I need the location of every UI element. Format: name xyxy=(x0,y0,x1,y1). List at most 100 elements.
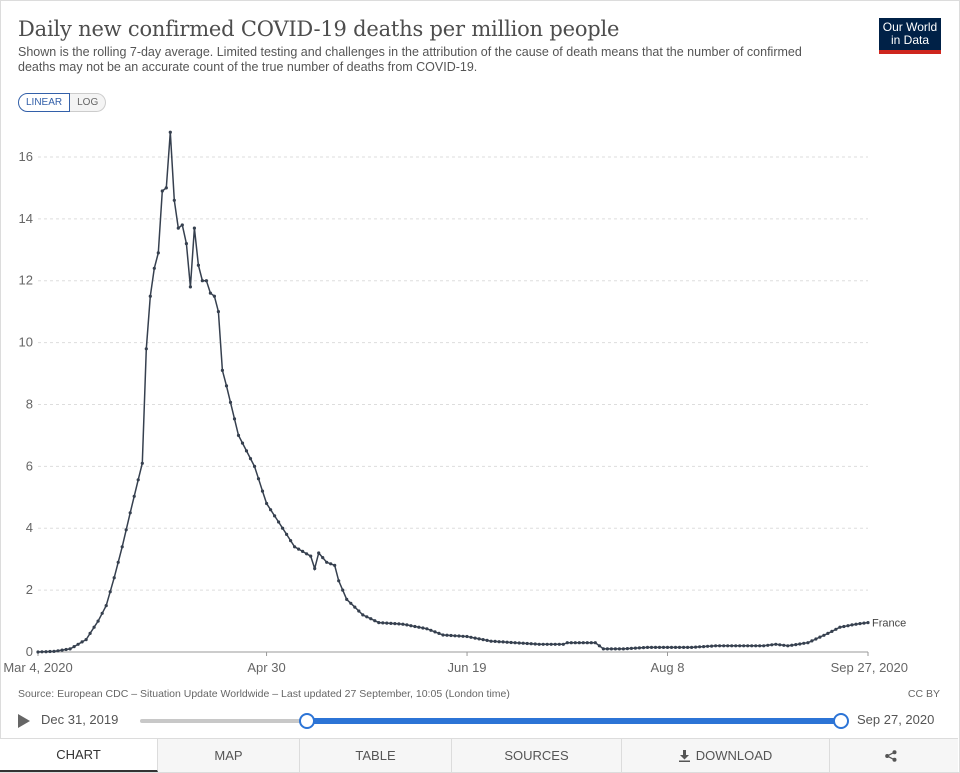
data-point xyxy=(273,514,277,518)
data-point xyxy=(301,549,305,554)
timeline-selected-range[interactable] xyxy=(306,718,841,724)
share-icon xyxy=(885,749,897,762)
data-point xyxy=(541,642,545,646)
data-point xyxy=(252,464,257,468)
download-icon xyxy=(678,749,690,762)
data-point xyxy=(449,633,453,638)
linear-scale-button[interactable]: LINEAR xyxy=(18,93,71,112)
data-point xyxy=(686,645,690,650)
timeline-end-handle[interactable] xyxy=(833,713,849,729)
data-point xyxy=(281,526,285,530)
data-point xyxy=(782,643,786,647)
data-point xyxy=(509,640,513,645)
data-point xyxy=(369,617,373,621)
data-point xyxy=(305,552,309,556)
x-tick-label: Jun 19 xyxy=(448,660,487,675)
data-point xyxy=(657,645,662,650)
data-point xyxy=(605,647,610,651)
data-point xyxy=(341,588,345,592)
data-point xyxy=(589,641,593,645)
data-point xyxy=(485,638,489,643)
log-scale-button[interactable]: LOG xyxy=(70,93,107,112)
data-point xyxy=(702,645,706,649)
logo-line-2: in Data xyxy=(890,33,930,47)
tab-share[interactable] xyxy=(830,739,958,772)
data-point xyxy=(866,621,870,625)
data-point xyxy=(549,642,553,646)
data-point xyxy=(329,562,333,566)
y-tick-label: 8 xyxy=(26,396,33,411)
data-point xyxy=(88,631,92,636)
data-point xyxy=(357,609,361,613)
data-point xyxy=(798,642,802,646)
license-link[interactable]: CC BY xyxy=(907,688,940,700)
data-point xyxy=(285,532,289,537)
data-point xyxy=(625,647,630,651)
data-point xyxy=(750,644,754,648)
data-point xyxy=(313,566,317,571)
data-point xyxy=(766,643,770,647)
data-point xyxy=(637,646,642,650)
data-point xyxy=(677,645,682,650)
data-point xyxy=(794,643,798,647)
data-point xyxy=(269,508,273,512)
data-point xyxy=(826,631,830,636)
data-point xyxy=(569,641,573,645)
tab-bar: CHART MAP TABLE SOURCES DOWNLOAD xyxy=(0,738,958,772)
data-point xyxy=(68,647,72,651)
data-point xyxy=(224,384,229,388)
tab-sources[interactable]: SOURCES xyxy=(452,739,622,772)
data-point xyxy=(172,198,176,202)
data-point xyxy=(377,621,381,625)
logo-bar xyxy=(879,50,941,54)
data-point xyxy=(481,638,485,642)
tab-download[interactable]: DOWNLOAD xyxy=(622,739,830,772)
data-point xyxy=(100,611,104,615)
data-point xyxy=(573,641,577,645)
data-point xyxy=(489,639,493,643)
data-point xyxy=(333,563,337,568)
data-point xyxy=(325,560,329,564)
data-point xyxy=(120,545,124,549)
data-point xyxy=(842,624,846,629)
data-point xyxy=(289,539,293,543)
data-point xyxy=(317,551,321,555)
data-point xyxy=(501,640,505,644)
data-point xyxy=(405,623,409,627)
data-point xyxy=(822,633,826,637)
source-note: Source: European CDC – Situation Update … xyxy=(18,688,510,700)
data-point xyxy=(417,625,421,629)
timeline-start-handle[interactable] xyxy=(299,713,315,729)
data-point xyxy=(601,647,606,651)
data-point xyxy=(148,294,152,298)
data-point xyxy=(734,644,738,648)
data-point xyxy=(437,631,441,636)
series-line-france xyxy=(37,132,869,653)
data-point xyxy=(770,643,774,647)
data-point xyxy=(168,130,172,134)
data-point xyxy=(48,649,52,654)
data-point xyxy=(297,547,301,551)
data-point xyxy=(128,511,132,515)
data-point xyxy=(228,400,233,404)
play-icon[interactable] xyxy=(18,714,30,728)
data-point xyxy=(76,642,80,646)
y-tick-label: 14 xyxy=(19,211,33,226)
data-point xyxy=(277,520,281,524)
page-subtitle: Shown is the rolling 7-day average. Limi… xyxy=(18,45,802,74)
owid-logo[interactable]: Our World in Data xyxy=(879,18,941,54)
data-point xyxy=(818,635,822,639)
data-point xyxy=(553,642,557,646)
data-point xyxy=(461,634,465,638)
data-point xyxy=(425,627,429,631)
data-point xyxy=(321,556,325,560)
tab-chart[interactable]: CHART xyxy=(0,739,158,772)
tab-table[interactable]: TABLE xyxy=(300,739,452,772)
data-point xyxy=(389,621,393,626)
data-point xyxy=(236,433,241,437)
data-point xyxy=(433,630,437,634)
tab-map[interactable]: MAP xyxy=(158,739,300,772)
data-point xyxy=(649,645,654,650)
logo-line-1: Our World xyxy=(882,20,938,34)
data-point xyxy=(260,489,265,493)
